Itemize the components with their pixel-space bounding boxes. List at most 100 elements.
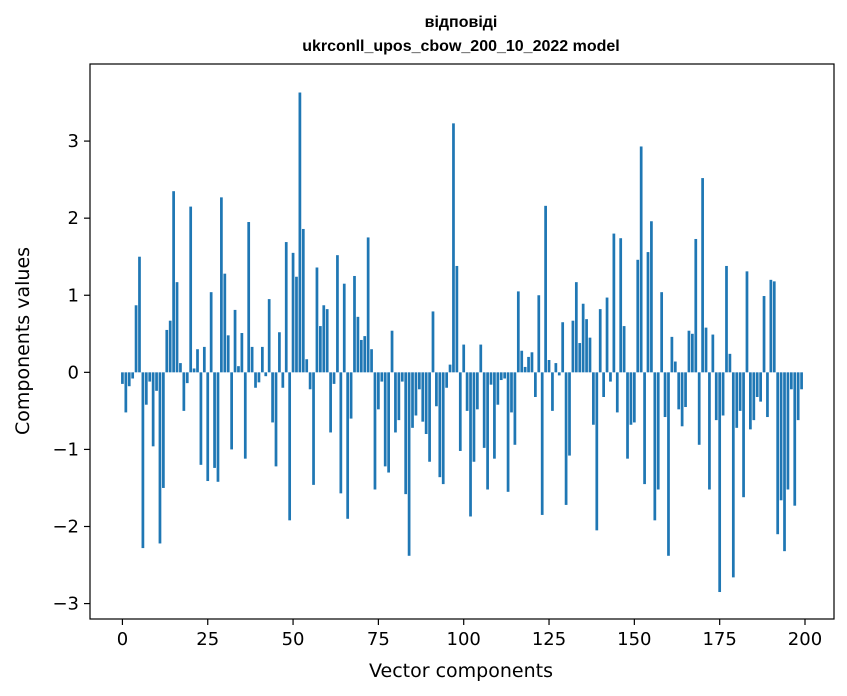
bar-198 bbox=[796, 372, 800, 421]
bar-197 bbox=[793, 372, 797, 506]
bar-98 bbox=[455, 265, 459, 373]
bar-87 bbox=[417, 372, 421, 390]
bar-77 bbox=[383, 372, 387, 467]
bar-180 bbox=[735, 372, 739, 428]
bar-137 bbox=[588, 337, 592, 373]
bar-108 bbox=[489, 372, 493, 385]
bar-112 bbox=[503, 372, 507, 379]
bar-88 bbox=[421, 372, 425, 422]
bar-161 bbox=[670, 336, 674, 373]
bar-164 bbox=[680, 372, 684, 427]
bar-100 bbox=[462, 344, 466, 373]
bar-64 bbox=[339, 372, 343, 494]
bar-9 bbox=[151, 372, 155, 447]
bar-170 bbox=[701, 178, 704, 373]
bar-110 bbox=[496, 372, 500, 405]
bar-22 bbox=[196, 349, 199, 373]
bar-188 bbox=[762, 296, 766, 373]
plot-area-frame bbox=[89, 63, 835, 620]
x-axis-ticks: 0 25 50 75 100 125 150 175 200 bbox=[117, 619, 822, 650]
bars-group bbox=[121, 92, 803, 593]
bar-132 bbox=[571, 320, 575, 373]
bar-75 bbox=[377, 372, 380, 410]
bar-15 bbox=[172, 191, 175, 373]
bar-153 bbox=[643, 372, 646, 485]
bar-5 bbox=[138, 256, 141, 373]
bar-182 bbox=[742, 372, 745, 498]
bar-17 bbox=[179, 363, 182, 373]
bar-174 bbox=[714, 372, 718, 421]
bar-127 bbox=[554, 363, 558, 373]
bar-14 bbox=[168, 320, 172, 373]
bar-151 bbox=[636, 259, 640, 373]
bar-135 bbox=[581, 303, 585, 373]
bar-42 bbox=[264, 372, 268, 377]
bar-53 bbox=[301, 228, 305, 373]
bar-143 bbox=[609, 372, 612, 382]
bar-156 bbox=[653, 372, 657, 521]
bar-159 bbox=[663, 372, 667, 418]
bar-106 bbox=[482, 372, 486, 448]
bar-146 bbox=[619, 238, 623, 373]
bar-84 bbox=[407, 372, 411, 556]
bar-46 bbox=[278, 332, 281, 373]
bar-27 bbox=[213, 372, 216, 468]
bar-69 bbox=[356, 316, 360, 373]
bar-8 bbox=[148, 372, 152, 382]
bar-65 bbox=[342, 283, 346, 373]
bar-157 bbox=[656, 372, 660, 490]
bar-184 bbox=[749, 372, 752, 430]
y-tick-label: 2 bbox=[68, 208, 79, 229]
bar-140 bbox=[598, 309, 602, 373]
bar-82 bbox=[400, 372, 404, 382]
bar-114 bbox=[510, 372, 513, 413]
bar-178 bbox=[728, 353, 732, 373]
bar-145 bbox=[615, 372, 619, 413]
bar-133 bbox=[574, 282, 578, 373]
bar-121 bbox=[534, 372, 537, 397]
bar-28 bbox=[216, 372, 220, 482]
bar-119 bbox=[527, 356, 530, 373]
bar-18 bbox=[182, 372, 186, 411]
bar-172 bbox=[708, 372, 711, 490]
bar-36 bbox=[243, 372, 247, 459]
bar-123 bbox=[540, 372, 544, 515]
bar-149 bbox=[629, 372, 633, 425]
bar-191 bbox=[772, 281, 776, 373]
bar-38 bbox=[250, 346, 254, 373]
bar-10 bbox=[155, 372, 158, 391]
y-tick-label: −3 bbox=[52, 594, 79, 615]
bar-155 bbox=[650, 221, 653, 373]
bar-2 bbox=[127, 372, 131, 387]
bar-66 bbox=[346, 372, 350, 519]
bar-39 bbox=[254, 372, 257, 388]
bar-79 bbox=[390, 330, 394, 373]
bar-26 bbox=[209, 292, 213, 373]
bar-59 bbox=[322, 305, 326, 373]
x-tick-label: 50 bbox=[282, 629, 305, 650]
bar-52 bbox=[298, 92, 302, 373]
bar-111 bbox=[499, 372, 503, 381]
bar-116 bbox=[516, 291, 520, 373]
bar-29 bbox=[220, 197, 223, 373]
bar-113 bbox=[506, 372, 510, 492]
bar-93 bbox=[438, 372, 442, 478]
x-tick-label: 0 bbox=[117, 629, 128, 650]
bar-104 bbox=[475, 372, 479, 410]
y-tick-label: 1 bbox=[68, 285, 79, 306]
y-tick-label: −1 bbox=[52, 439, 79, 460]
bar-67 bbox=[349, 372, 353, 419]
bar-7 bbox=[144, 372, 148, 405]
bar-51 bbox=[295, 276, 298, 373]
bar-25 bbox=[206, 372, 210, 482]
bar-118 bbox=[523, 366, 527, 373]
bar-94 bbox=[441, 372, 445, 485]
bar-194 bbox=[783, 372, 786, 552]
bar-40 bbox=[257, 372, 261, 383]
bar-85 bbox=[411, 372, 414, 428]
bar-122 bbox=[537, 295, 541, 373]
bar-120 bbox=[530, 352, 534, 373]
bar-160 bbox=[667, 372, 670, 556]
bar-31 bbox=[226, 335, 230, 373]
